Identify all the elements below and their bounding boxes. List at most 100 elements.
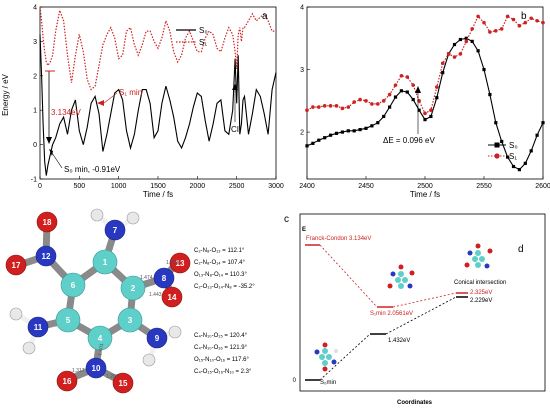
- bond-length-2: 1.303: [166, 260, 179, 266]
- s1-min-label: S₁ min: [119, 88, 142, 97]
- point-s1: [494, 28, 498, 33]
- geo-bottom-2: C₄-N₁₀-O₁₆ = 121.9°: [194, 345, 248, 351]
- x-tick-label: 0: [38, 183, 42, 190]
- point-s1: [423, 111, 427, 116]
- geo-bottom-4: C₄-O₁₅-O₁₆-N₁₀ = 2.3°: [194, 369, 252, 375]
- mini-molecule-s0: [314, 342, 338, 372]
- geo-top-3: O₁₃-N₈-O₁₄ = 110.3°: [194, 272, 247, 278]
- geometry-params-bottom: C₄-N₁₀-O₁₅ = 120.4° C₄-N₁₀-O₁₆ = 121.9° …: [194, 333, 252, 375]
- delta-e-arrow-head: [415, 86, 421, 93]
- point-s0: [458, 37, 462, 42]
- panel-d-label: d: [518, 244, 524, 255]
- point-s0: [346, 129, 350, 133]
- point-s0: [311, 141, 315, 145]
- point-s0: [352, 129, 356, 133]
- y-tick-label: 1: [33, 108, 37, 115]
- point-s1: [411, 83, 416, 87]
- series-s0-line-a: [39, 34, 277, 176]
- bond-lengths: 1.474 1.303 1.443 1.401 1.317 1.263: [72, 260, 179, 380]
- point-s0: [334, 131, 339, 135]
- panel-b-curves: [305, 14, 545, 172]
- atom-6: 6: [71, 281, 76, 290]
- panel-a-curves: [39, 6, 277, 176]
- point-s0: [529, 149, 533, 153]
- panel-a-ylabel: Energy / eV: [1, 73, 10, 115]
- point-s0: [535, 133, 539, 137]
- x-tick-label: 2000: [190, 183, 206, 190]
- x-tick-label: 1000: [111, 183, 127, 190]
- nitrogen-atoms: [27, 219, 175, 379]
- point-s0: [411, 97, 415, 102]
- bond-length-4: 1.401: [97, 343, 105, 357]
- atom-5: 5: [66, 316, 71, 325]
- s1-min-arrow-head: [97, 100, 104, 106]
- x-tick-label: 500: [73, 183, 85, 190]
- point-s1: [440, 61, 445, 66]
- point-s1: [476, 14, 480, 19]
- x-tick-label: 2500: [417, 183, 433, 190]
- point-s0: [452, 42, 457, 47]
- point-s1: [452, 55, 457, 59]
- point-s0: [417, 108, 421, 112]
- y-tick-label: 2: [300, 130, 304, 137]
- s1-min-arrow: [103, 92, 118, 104]
- geo-bottom-3: O₁₅-N₁₀-O₁₆ = 117.6°: [194, 357, 249, 363]
- panel-b: 2400 2450 2500 2550 2600 2 3 4 Time / fs b S₀ S…: [299, 5, 550, 200]
- point-s0: [435, 96, 439, 100]
- point-s1: [464, 39, 469, 44]
- point-s0: [323, 136, 327, 140]
- series-s1-line-a: [39, 6, 276, 91]
- panel-b-xlabel: Time / fs: [410, 190, 440, 199]
- ci-arrow-head: [232, 84, 238, 90]
- fc-arrow-head: [46, 137, 52, 144]
- point-s0: [464, 36, 468, 40]
- x-tick-label: 1500: [150, 183, 166, 190]
- y-tick-label: 3: [33, 39, 37, 46]
- point-s0: [488, 92, 492, 97]
- point-s1: [446, 52, 451, 56]
- connector-s0-1432: [319, 333, 371, 381]
- delta-e-label: ΔE = 0.096 eV: [383, 136, 435, 145]
- point-s1: [317, 105, 321, 109]
- panel-c-molecule: c: [5, 208, 289, 394]
- point-s0: [305, 144, 309, 148]
- oxygen-atoms: [5, 211, 191, 394]
- y-tick-label: -1: [31, 177, 37, 184]
- point-s1: [399, 74, 404, 78]
- panel-d-energy-diagram: d E Coordinates 0 Franck-Condon 3.134eV …: [293, 213, 546, 406]
- atom-14: 14: [168, 293, 177, 302]
- point-s1: [529, 16, 533, 21]
- label-1432: 1.432eV: [388, 338, 410, 344]
- point-s1: [405, 75, 410, 79]
- point-s1: [352, 100, 357, 104]
- legend-b-s1: S₁: [509, 152, 517, 161]
- point-s0: [405, 90, 409, 94]
- mini-molecule-ci: [464, 243, 493, 269]
- atom-2: 2: [131, 284, 136, 293]
- connector-s1-ci: [392, 292, 457, 308]
- point-s1: [381, 99, 386, 103]
- y-tick-label: 3: [300, 67, 304, 74]
- point-s1: [435, 85, 439, 89]
- y-tick-label: 4: [300, 5, 304, 12]
- point-s1: [358, 97, 362, 102]
- geo-top-1: C₂-N₈-O₁₃ = 112.1°: [194, 248, 245, 254]
- bond-length-1: 1.474: [140, 275, 153, 281]
- atom-4: 4: [98, 334, 103, 343]
- point-s1: [370, 102, 374, 106]
- panel-b-frame: [306, 6, 544, 180]
- label-fc: Franck-Condon 3.134eV: [306, 236, 371, 242]
- atom-18: 18: [43, 218, 52, 227]
- geometry-params-top: C₂-N₈-O₁₃ = 112.1° C₂-N₈-O₁₄ = 107.4° O₁…: [194, 248, 255, 290]
- point-s0: [476, 49, 480, 53]
- atom-10: 10: [92, 364, 101, 373]
- point-s1: [523, 20, 528, 25]
- point-s0: [340, 130, 344, 134]
- bond-length-6: 1.263: [106, 374, 119, 380]
- geo-top-2: C₂-N₈-O₁₄ = 107.4°: [194, 260, 245, 266]
- point-s0: [423, 117, 427, 122]
- legend-a-s1: S₁: [199, 38, 207, 47]
- geo-bottom-1: C₄-N₁₀-O₁₅ = 120.4°: [194, 333, 248, 339]
